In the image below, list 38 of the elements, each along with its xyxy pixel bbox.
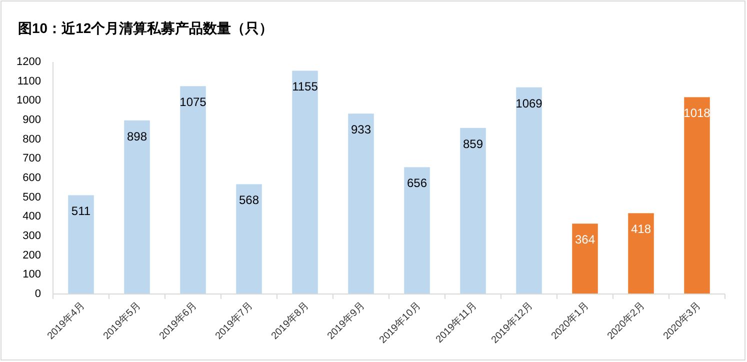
y-tick-label: 400 <box>22 210 41 223</box>
chart-title: 图10：近12个月清算私募产品数量（只） <box>18 20 274 36</box>
data-label: 898 <box>126 129 148 144</box>
data-label: 656 <box>406 176 428 190</box>
y-tick-label: 900 <box>22 114 41 126</box>
y-tick-label: 200 <box>22 249 41 262</box>
y-tick-label: 500 <box>22 191 41 204</box>
bar <box>572 224 598 294</box>
y-tick-label: 100 <box>22 268 41 281</box>
y-tick-label: 800 <box>22 133 41 146</box>
y-tick-label: 600 <box>22 172 41 184</box>
data-label: 511 <box>71 204 91 218</box>
bar <box>124 120 150 294</box>
data-label: 1075 <box>180 95 207 110</box>
y-tick-label: 700 <box>22 152 41 165</box>
bar <box>460 128 486 294</box>
data-label: 1018 <box>684 106 711 120</box>
bar <box>292 70 318 294</box>
data-label: 568 <box>238 193 260 208</box>
data-label: 933 <box>350 122 372 137</box>
bar <box>348 114 374 294</box>
y-tick-label: 0 <box>34 288 41 300</box>
y-tick-label: 1200 <box>16 56 41 68</box>
bar <box>404 167 430 294</box>
bar <box>516 87 542 294</box>
bar <box>684 97 710 294</box>
data-label: 418 <box>630 222 652 236</box>
y-tick-label: 300 <box>22 230 41 242</box>
data-label: 364 <box>574 232 596 247</box>
y-tick-label: 1000 <box>16 94 41 107</box>
bar <box>180 86 206 294</box>
bar <box>68 195 94 294</box>
data-label: 1069 <box>516 96 543 110</box>
bar <box>628 213 654 294</box>
bar <box>236 184 262 294</box>
y-tick-label: 1100 <box>17 75 41 88</box>
data-label: 859 <box>462 136 484 151</box>
data-label: 1155 <box>292 80 318 94</box>
